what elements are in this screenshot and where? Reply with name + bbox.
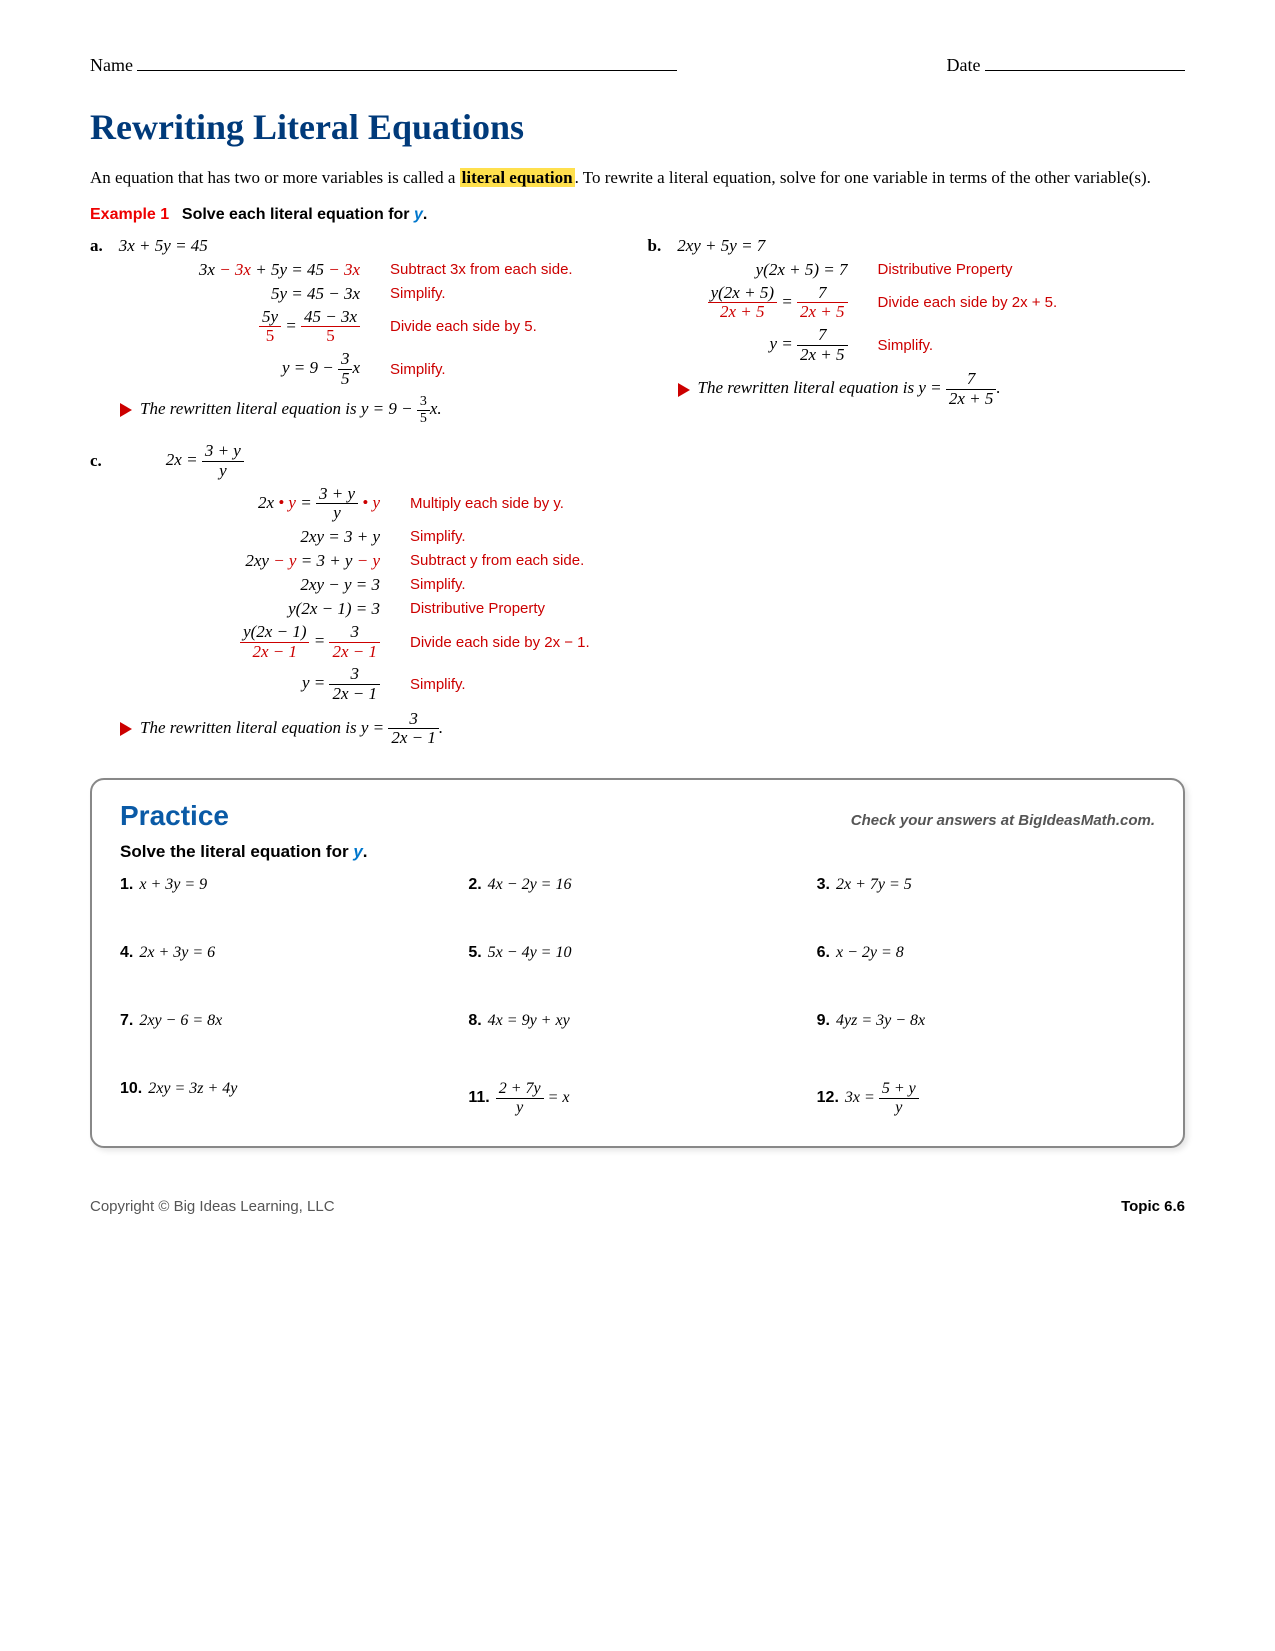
practice-check: Check your answers at BigIdeasMath.com. [851,812,1155,829]
footer: Copyright © Big Ideas Learning, LLC Topi… [90,1198,1185,1215]
problem-3: 3.2x + 7y = 5 [817,876,1155,894]
problem-1: 1.x + 3y = 9 [120,876,458,894]
problem-7: 7.2xy − 6 = 8x [120,1012,458,1030]
example-part-a: a.3x + 5y = 45 3x − 3x + 5y = 45 − 3xSub… [90,232,628,433]
problem-8: 8.4x = 9y + xy [468,1012,806,1030]
example-header: Example 1 Solve each literal equation fo… [90,204,1185,224]
copyright: Copyright © Big Ideas Learning, LLC [90,1198,335,1215]
example-part-b: b.2xy + 5y = 7 y(2x + 5) = 7Distributive… [648,232,1186,433]
problem-9: 9.4yz = 3y − 8x [817,1012,1155,1030]
highlighted-term: literal equation [460,168,575,187]
example-part-c: c.2x = 3 + yy 2x • y = 3 + yy • yMultipl… [90,442,1185,748]
date-input-line[interactable] [985,50,1185,71]
topic-number: Topic 6.6 [1121,1198,1185,1215]
intro-text: An equation that has two or more variabl… [90,166,1185,190]
triangle-icon [120,722,132,736]
triangle-icon [678,383,690,397]
practice-box: Practice Check your answers at BigIdeasM… [90,778,1185,1148]
header: Name Date [90,50,1185,76]
problem-11: 11.2 + 7yy = x [468,1080,806,1116]
triangle-icon [120,403,132,417]
practice-instruction: Solve the literal equation for y. [120,842,1155,862]
page-title: Rewriting Literal Equations [90,106,1185,148]
name-input-line[interactable] [137,50,677,71]
problem-2: 2.4x − 2y = 16 [468,876,806,894]
problem-5: 5.5x − 4y = 10 [468,944,806,962]
practice-title: Practice [120,800,229,832]
date-label: Date [947,55,981,76]
problem-6: 6.x − 2y = 8 [817,944,1155,962]
problem-12: 12.3x = 5 + yy [817,1080,1155,1116]
problem-4: 4.2x + 3y = 6 [120,944,458,962]
problem-10: 10.2xy = 3z + 4y [120,1080,458,1116]
name-label: Name [90,55,133,76]
